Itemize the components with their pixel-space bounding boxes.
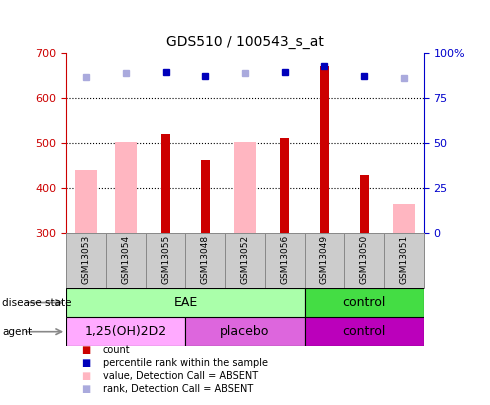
Bar	[201, 160, 210, 233]
Text: GSM13049: GSM13049	[320, 235, 329, 284]
Text: rank, Detection Call = ABSENT: rank, Detection Call = ABSENT	[103, 384, 253, 394]
Text: percentile rank within the sample: percentile rank within the sample	[103, 358, 268, 369]
Text: agent: agent	[2, 327, 32, 337]
FancyBboxPatch shape	[225, 233, 265, 288]
FancyBboxPatch shape	[265, 233, 305, 288]
Text: placebo: placebo	[220, 325, 270, 338]
Text: ■: ■	[81, 345, 90, 355]
Bar	[305, 288, 424, 317]
Bar	[75, 170, 97, 233]
FancyBboxPatch shape	[384, 233, 424, 288]
Bar	[305, 317, 424, 346]
Text: EAE: EAE	[173, 296, 197, 309]
Text: GSM13053: GSM13053	[81, 235, 91, 284]
Text: GSM13051: GSM13051	[399, 235, 409, 284]
FancyBboxPatch shape	[146, 233, 185, 288]
Bar	[66, 317, 185, 346]
Text: GSM13052: GSM13052	[241, 235, 249, 284]
Text: value, Detection Call = ABSENT: value, Detection Call = ABSENT	[103, 371, 258, 382]
Text: GSM13055: GSM13055	[161, 235, 170, 284]
Text: ■: ■	[81, 371, 90, 382]
FancyBboxPatch shape	[185, 233, 225, 288]
Bar	[161, 134, 170, 233]
Bar	[393, 204, 415, 233]
FancyBboxPatch shape	[305, 233, 344, 288]
Bar	[280, 138, 289, 233]
Text: ■: ■	[81, 358, 90, 369]
Bar	[185, 317, 305, 346]
Text: disease state: disease state	[2, 298, 72, 307]
Bar	[66, 288, 305, 317]
FancyBboxPatch shape	[66, 233, 106, 288]
Bar	[360, 175, 368, 233]
Text: GSM13054: GSM13054	[121, 235, 130, 284]
Text: control: control	[343, 296, 386, 309]
Text: ■: ■	[81, 384, 90, 394]
Text: control: control	[343, 325, 386, 338]
Text: GSM13050: GSM13050	[360, 235, 369, 284]
Bar	[320, 66, 329, 233]
Text: GSM13048: GSM13048	[201, 235, 210, 284]
Bar	[115, 142, 137, 233]
Text: count: count	[103, 345, 130, 355]
Text: 1,25(OH)2D2: 1,25(OH)2D2	[85, 325, 167, 338]
FancyBboxPatch shape	[106, 233, 146, 288]
Bar	[234, 142, 256, 233]
FancyBboxPatch shape	[344, 233, 384, 288]
Title: GDS510 / 100543_s_at: GDS510 / 100543_s_at	[166, 35, 324, 49]
Text: GSM13056: GSM13056	[280, 235, 289, 284]
